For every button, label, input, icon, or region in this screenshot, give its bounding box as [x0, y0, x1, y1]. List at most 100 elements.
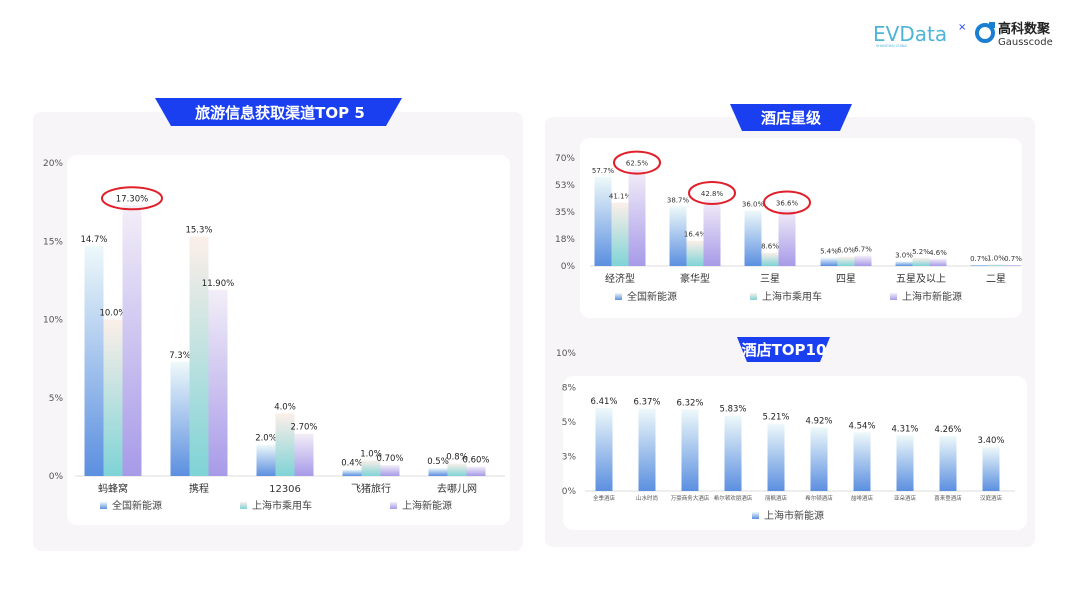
y-tick-label: 3% — [562, 453, 577, 463]
bar — [853, 432, 871, 491]
legend-label: 上海市新能源 — [764, 509, 824, 522]
chart-title-star: 酒店星级 — [761, 109, 822, 127]
data-label: 4.92% — [805, 416, 832, 426]
data-label: 5.83% — [719, 405, 746, 415]
bar — [703, 199, 721, 266]
legend-swatch — [390, 502, 397, 509]
bar — [361, 460, 381, 476]
x-tick-label: 万豪商务大酒店 — [671, 494, 710, 502]
y-tick-label: 0% — [49, 472, 64, 482]
y-tick-label: 18% — [555, 235, 575, 245]
data-label: 17.30% — [116, 194, 148, 204]
x-tick-label: 喜来登酒店 — [934, 494, 962, 502]
data-label: 0.60% — [462, 456, 489, 466]
legend-swatch — [750, 293, 757, 300]
highlight-circle — [613, 150, 661, 175]
legend-swatch — [890, 293, 897, 300]
y-tick-label: 0% — [561, 262, 576, 272]
highlight-circle — [688, 180, 736, 205]
data-label: 1.0% — [987, 254, 1005, 262]
data-label: 36.0% — [742, 200, 765, 208]
bar — [686, 240, 704, 266]
data-label: 6.41% — [590, 397, 617, 407]
bar — [724, 415, 742, 491]
data-label: 6.7% — [854, 246, 872, 254]
data-label: 6.32% — [676, 398, 703, 408]
bar — [342, 469, 362, 476]
x-tick-label: 二星 — [986, 273, 1006, 285]
bar — [767, 423, 785, 491]
bar — [84, 245, 104, 476]
bar — [854, 255, 872, 266]
data-label: 0.70% — [376, 454, 403, 464]
bar — [669, 206, 687, 266]
bar — [939, 435, 957, 491]
bar — [1004, 264, 1022, 266]
y-tick-label: 15% — [43, 237, 63, 247]
bar — [122, 205, 142, 476]
evdata-logo-sub: SHANGHAI CHINA — [876, 44, 907, 48]
gausscode-logo-en: Gausscode — [998, 37, 1053, 48]
bar — [170, 361, 190, 476]
legend-label: 全国新能源 — [627, 290, 677, 303]
data-label: 6.0% — [837, 247, 855, 255]
data-label: 42.8% — [701, 190, 724, 198]
bar — [638, 408, 656, 491]
title-banner-travel — [155, 98, 402, 126]
bar — [628, 169, 646, 266]
data-label: 2.70% — [290, 423, 317, 433]
y-tick-label: 53% — [555, 181, 575, 191]
legend-label: 上海市新能源 — [902, 290, 962, 303]
bar — [428, 468, 448, 476]
legend-swatch — [100, 502, 107, 509]
data-label: 4.31% — [891, 424, 918, 434]
bar — [895, 261, 913, 266]
legend-label: 上海新能源 — [402, 499, 452, 512]
chart-title-top10: 酒店TOP10 — [742, 341, 827, 359]
data-label: 4.26% — [934, 425, 961, 435]
bar — [466, 466, 486, 476]
y-tick-label: 10% — [43, 316, 63, 326]
title-banner-star — [730, 104, 852, 131]
bar — [447, 463, 467, 476]
bar — [744, 210, 762, 266]
data-label: 0.8% — [446, 452, 468, 462]
data-label: 5.21% — [762, 413, 789, 423]
bar — [594, 176, 612, 266]
bar — [970, 264, 988, 266]
x-tick-label: 三星 — [760, 273, 780, 285]
data-label: 0.4% — [341, 459, 363, 469]
bar — [896, 435, 914, 491]
bar — [778, 209, 796, 266]
bar — [761, 252, 779, 266]
chart-2: 0% 3% 5% 8% 10% 全季酒店 6.41% 山水时尚 6.37% 万豪商务大酒店 6.32… — [556, 349, 1015, 522]
chart-0: 0% 5% 10% 15% 20% 蚂蜂窝 14.7% 10.0% 17.30% 携程 7.3% 15… — [43, 159, 505, 512]
data-label: 6.37% — [633, 398, 660, 408]
bar — [912, 257, 930, 266]
bar — [611, 202, 629, 266]
bar — [820, 257, 838, 266]
data-label: 5.4% — [820, 248, 838, 256]
data-label: 41.1% — [609, 193, 632, 201]
evdata-logo-mark: × — [958, 22, 966, 33]
x-tick-label: 希尔顿酒店 — [805, 494, 833, 502]
bar — [256, 444, 276, 476]
x-tick-label: 豪华型 — [680, 272, 710, 285]
data-label: 5.2% — [912, 248, 930, 256]
data-label: 16.4% — [684, 231, 707, 239]
bar — [275, 413, 295, 476]
x-tick-label: 去哪儿网 — [437, 483, 477, 495]
card-hotel-star — [580, 138, 1022, 318]
data-label: 10.0% — [99, 309, 126, 319]
bar — [294, 433, 314, 476]
data-label: 38.7% — [667, 196, 690, 204]
data-label: 3.0% — [895, 251, 913, 259]
chart-title-travel: 旅游信息获取渠道TOP 5 — [195, 104, 365, 122]
x-tick-label: 经济型 — [605, 272, 635, 285]
x-tick-label: 丽枫酒店 — [765, 494, 788, 502]
data-label: 36.6% — [776, 200, 799, 208]
legend-swatch — [240, 502, 247, 509]
gausscode-logo-cn: 高科数聚 — [998, 21, 1051, 37]
data-label: 0.7% — [1004, 255, 1022, 263]
